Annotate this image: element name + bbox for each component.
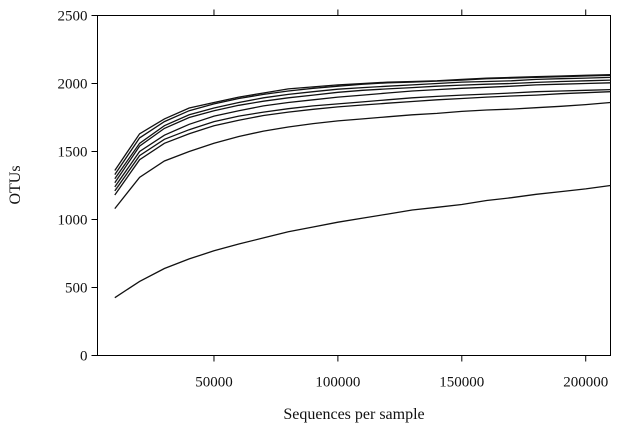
x-axis-label: Sequences per sample [283, 406, 424, 423]
rarefaction-curve-4 [114, 79, 611, 184]
rarefaction-curve-8 [114, 101, 611, 210]
y-tick-label: 500 [65, 281, 88, 297]
rarefaction-curve-6 [114, 88, 611, 192]
y-tick-label: 1500 [58, 145, 88, 161]
x-tick-label: 100000 [315, 375, 360, 391]
y-tick-label: 1000 [58, 213, 88, 229]
y-axis-label: OTUs [7, 165, 24, 204]
x-tick-label: 200000 [563, 375, 608, 391]
rarefaction-curve-7 [114, 91, 611, 196]
y-axis: 0 500 1000 1500 2000 2500 [58, 9, 98, 365]
rarefaction-curve-5 [114, 82, 611, 188]
rarefaction-curve-9 [114, 184, 611, 299]
series-lines [114, 74, 611, 299]
rarefaction-curve-2 [114, 74, 611, 175]
x-tick-label: 150000 [439, 375, 484, 391]
x-axis: 50000 100000 150000 200000 [195, 9, 608, 391]
y-tick-label: 2000 [58, 77, 88, 93]
rarefaction-curve-1 [114, 74, 611, 171]
plot-frame [97, 15, 611, 356]
rarefaction-curve-3 [114, 76, 611, 180]
y-tick-label: 2500 [58, 9, 88, 25]
y-tick-label: 0 [80, 349, 88, 365]
x-tick-label: 50000 [195, 375, 233, 391]
